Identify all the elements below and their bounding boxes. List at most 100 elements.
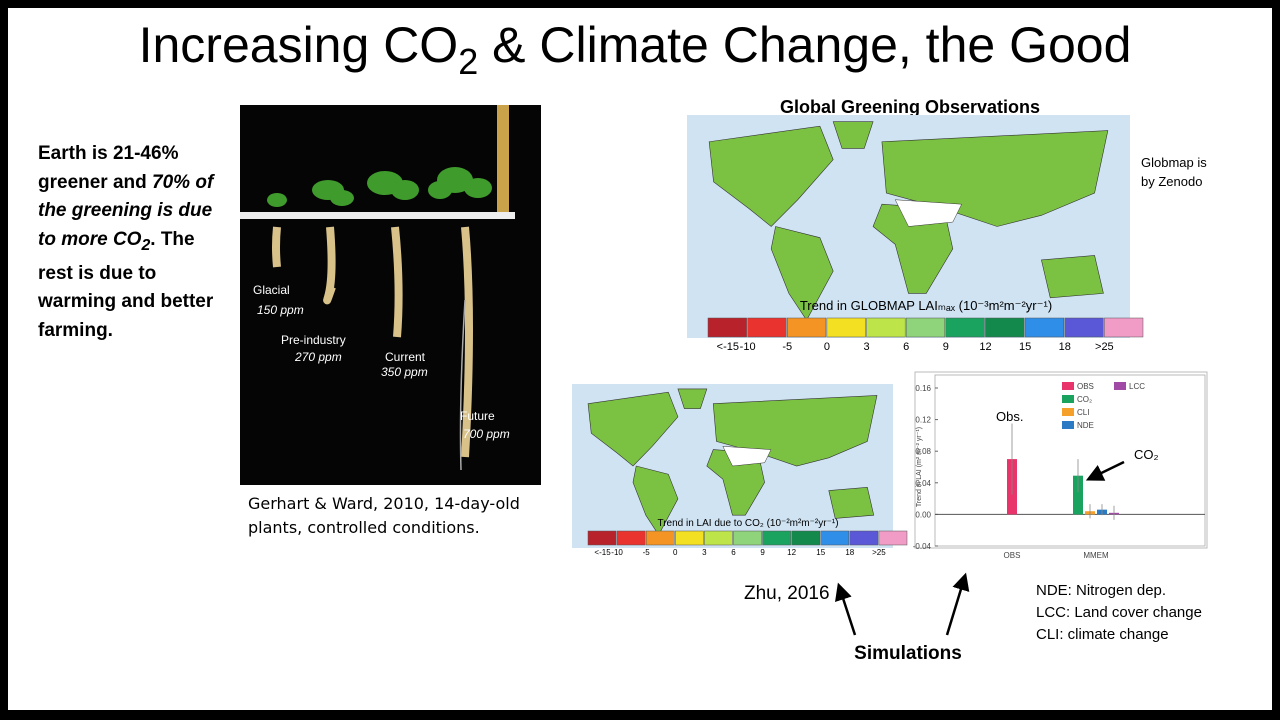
colorbar-cell <box>1064 317 1104 338</box>
y-axis-label: Trend in LAI (m² m⁻² yr⁻¹) <box>916 427 923 507</box>
summary-text: Earth is 21-46% greener and <box>38 143 179 193</box>
legend-swatch <box>1062 382 1074 390</box>
legend-label: NDE <box>1077 421 1094 430</box>
colorbar-cell <box>1104 317 1144 338</box>
y-tick-label: 0.12 <box>915 416 931 425</box>
y-tick-label: 0.00 <box>915 510 931 519</box>
colorbar-label: 15 <box>1019 341 1031 353</box>
colorbar-label: 12 <box>979 341 991 353</box>
x-tick-label: MMEM <box>1083 551 1109 560</box>
colorbar-label: <-15 <box>717 341 739 353</box>
colorbar-cell <box>945 317 985 338</box>
map-land <box>1041 255 1104 299</box>
colorbar-cell <box>905 317 946 338</box>
y-tick-label: 0.08 <box>915 447 931 456</box>
plant-ppm: 350 ppm <box>381 365 428 379</box>
title-text: Increasing CO <box>139 17 459 73</box>
colorbar-cell <box>645 530 675 546</box>
colorbar-label: >25 <box>1095 341 1114 353</box>
colorbar-label: 6 <box>903 341 909 353</box>
colorbar-cell <box>820 530 850 546</box>
summary-text: . The rest is due to warming and better … <box>38 228 214 341</box>
colorbar-label: 6 <box>731 548 736 557</box>
plot-frame <box>934 374 1206 547</box>
colorbar-cell <box>747 317 787 338</box>
bar <box>1073 475 1083 515</box>
colorbar-label: 9 <box>760 548 765 557</box>
colorbar-cell <box>762 530 791 546</box>
slide-title: Increasing CO2 & Climate Change, the Goo… <box>139 17 1132 82</box>
legend-swatch <box>1114 382 1126 390</box>
arrow <box>835 582 857 636</box>
map-desert <box>722 446 772 467</box>
colorbar-label: <-15 <box>594 548 611 557</box>
annotation: Obs. <box>996 409 1023 424</box>
map-note: Globmap is by Zenodo <box>1141 155 1207 189</box>
photo-caption: Gerhart & Ward, 2010, 14-day-old plants,… <box>248 494 520 537</box>
y-tick-label: -0.04 <box>913 542 932 551</box>
colorbar-label: -10 <box>611 548 623 557</box>
title-text: & Climate Change, the Good <box>478 17 1131 73</box>
colorbar-cell <box>616 530 646 546</box>
summary-subscript: 2 <box>141 236 151 254</box>
colorbar-label: 12 <box>787 548 796 557</box>
colorbar-cell <box>791 530 820 546</box>
legend-label: OBS <box>1077 382 1094 391</box>
colorbar-label: -5 <box>643 548 651 557</box>
summary: Earth is 21-46% greener and 70% of the g… <box>38 140 218 345</box>
map-legend-title: Trend in GLOBMAP LAIₘₐₓ (10⁻³m²m⁻²yr⁻¹) <box>800 298 1052 313</box>
map-land <box>587 391 679 467</box>
map-legend-title: Trend in LAI due to CO₂ (10⁻²m²m⁻²yr⁻¹) <box>657 518 838 529</box>
simulations-label: Simulations <box>854 643 962 664</box>
plant-ppm: 700 ppm <box>463 427 510 441</box>
map-land <box>677 388 708 409</box>
map-land <box>708 125 834 227</box>
citation: Zhu, 2016 <box>744 583 830 604</box>
arrow <box>945 572 970 636</box>
legend-label: CLI <box>1077 408 1089 417</box>
colorbar-label: -5 <box>782 341 792 353</box>
legend-label: LCC <box>1129 382 1145 391</box>
colorbar-cell <box>707 317 747 338</box>
plant-labels: Glacial 150 ppm Pre-industry 270 ppm Cur… <box>253 283 510 441</box>
y-tick-label: 0.04 <box>915 479 931 488</box>
glossary-item: CLI: climate change <box>1036 626 1169 643</box>
plant-ppm: 270 ppm <box>294 350 342 364</box>
colorbar-label: 15 <box>816 548 825 557</box>
colorbar-cell <box>849 530 879 546</box>
colorbar-label: 3 <box>863 341 869 353</box>
legend-swatch <box>1062 421 1074 429</box>
plant-label: Future <box>460 409 495 423</box>
legend-label: CO₂ <box>1077 395 1092 404</box>
colorbar-label: 9 <box>943 341 949 353</box>
colorbar-label: 0 <box>673 548 678 557</box>
glossary-item: NDE: Nitrogen dep. <box>1036 582 1166 599</box>
colorbar-label: 18 <box>845 548 854 557</box>
colorbar-cell <box>878 530 908 546</box>
glossary-item: LCC: Land cover change <box>1036 604 1202 621</box>
x-tick-label: OBS <box>1004 551 1021 560</box>
colorbar-label: >25 <box>872 548 886 557</box>
colorbar-cell <box>826 317 866 338</box>
map-desert <box>894 199 963 227</box>
plant-label: Current <box>385 350 426 364</box>
colorbar-label: 0 <box>824 341 830 353</box>
legend-swatch <box>1062 395 1074 403</box>
colorbar-cell <box>1024 317 1064 338</box>
map-land <box>832 121 874 149</box>
plant-label: Pre-industry <box>281 333 346 347</box>
colorbar-cell <box>866 317 906 338</box>
plant-photo <box>240 105 541 485</box>
colorbar-cell <box>733 530 762 546</box>
colorbar-cell <box>587 530 617 546</box>
colorbar-cell <box>985 317 1025 338</box>
colorbar-label: 18 <box>1059 341 1071 353</box>
chart-frame <box>914 371 1208 549</box>
arrow <box>1085 460 1125 481</box>
glossary: NDE: Nitrogen dep. LCC: Land cover chang… <box>1036 582 1202 643</box>
legend-swatch <box>1062 408 1074 416</box>
plant-ppm: 150 ppm <box>257 303 304 317</box>
colorbar-cell <box>675 530 704 546</box>
